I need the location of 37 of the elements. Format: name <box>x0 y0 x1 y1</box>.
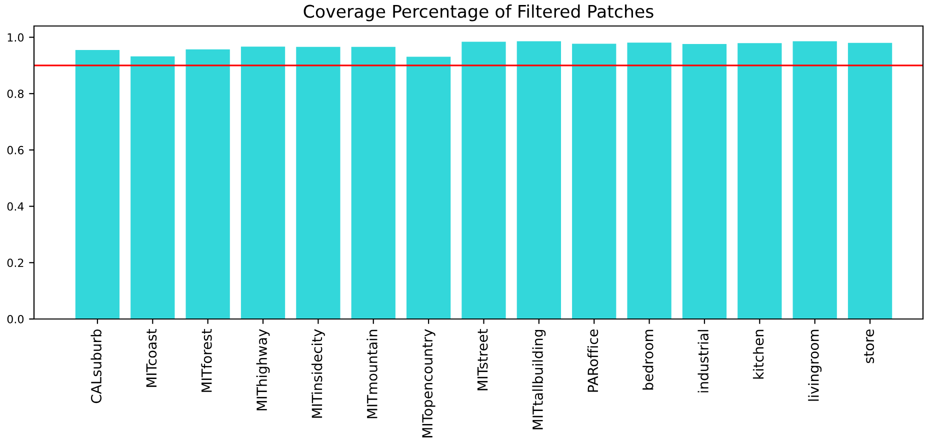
bar <box>738 43 782 319</box>
x-tick-label: MITmountain <box>366 330 378 418</box>
x-tick-label: bedroom <box>642 330 654 390</box>
bar <box>462 42 506 319</box>
bar <box>516 41 561 319</box>
x-tick-label: MITopencountry <box>422 329 436 438</box>
bar <box>848 42 892 319</box>
y-tick-label: 0.6 <box>7 146 24 154</box>
x-tick-label: MITstreet <box>477 329 488 390</box>
bar <box>627 42 672 319</box>
x-tick-label: MITcoast <box>146 329 157 387</box>
bar <box>572 44 616 319</box>
y-tick-label: 0.0 <box>7 314 24 324</box>
bar <box>130 56 175 319</box>
bar <box>682 44 727 319</box>
bar <box>351 46 396 319</box>
bar <box>75 50 120 319</box>
chart-title: Coverage Percentage of Filtered Patches <box>304 4 654 22</box>
x-tick-label: MITinsidecity <box>311 329 325 418</box>
y-tick-label: 1.0 <box>8 33 24 42</box>
y-tick-label: 0.4 <box>7 202 24 211</box>
bar <box>406 56 451 319</box>
bar <box>296 46 340 319</box>
x-tick-label: MIThighway <box>256 329 270 410</box>
x-tick-label: store <box>864 329 874 364</box>
x-tick-label: livingroom <box>808 330 822 401</box>
y-tick-label: 0.8 <box>7 90 24 98</box>
bar <box>186 49 230 319</box>
x-tick-label: MITforest <box>201 329 212 392</box>
x-tick-label: kitchen <box>752 330 764 379</box>
bar <box>240 46 286 319</box>
x-tick-label: PARoffice <box>587 329 598 392</box>
bar <box>792 41 837 319</box>
x-tick-label: industrial <box>698 330 709 392</box>
x-tick-label: MITtallbuilding <box>532 330 546 430</box>
x-tick-label: CALsuburb <box>90 329 102 404</box>
y-tick-label: 0.2 <box>7 258 24 268</box>
